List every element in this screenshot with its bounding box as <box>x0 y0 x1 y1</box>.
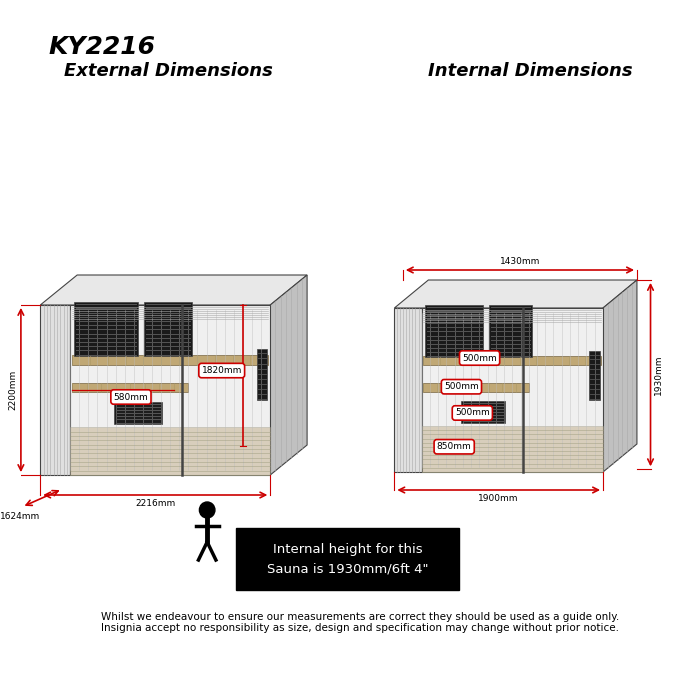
Text: 1430mm: 1430mm <box>500 257 540 266</box>
Bar <box>72 355 268 365</box>
Text: 1624mm: 1624mm <box>0 512 40 521</box>
Bar <box>114 402 162 424</box>
Bar <box>70 428 270 475</box>
Bar <box>421 426 603 472</box>
Text: 2200mm: 2200mm <box>8 370 17 410</box>
Polygon shape <box>270 275 307 475</box>
Text: Internal height for this
Sauna is 1930mm/6ft 4": Internal height for this Sauna is 1930mm… <box>267 542 428 575</box>
Bar <box>426 304 484 357</box>
Bar <box>237 528 459 590</box>
Text: 1820mm: 1820mm <box>202 366 242 375</box>
Polygon shape <box>603 280 637 472</box>
Polygon shape <box>394 280 637 308</box>
Bar <box>424 356 601 365</box>
Text: KY2216: KY2216 <box>48 35 155 59</box>
Text: Internal Dimensions: Internal Dimensions <box>428 62 633 80</box>
Text: 1900mm: 1900mm <box>478 494 519 503</box>
Text: 850mm: 850mm <box>437 442 472 452</box>
Text: 580mm: 580mm <box>113 393 148 402</box>
Bar <box>489 304 532 357</box>
Circle shape <box>199 502 215 518</box>
Text: Whilst we endeavour to ensure our measurements are correct they should be used a: Whilst we endeavour to ensure our measur… <box>102 612 620 622</box>
Bar <box>424 384 528 391</box>
Text: 1930mm: 1930mm <box>654 354 664 395</box>
Text: 500mm: 500mm <box>444 382 479 391</box>
Bar <box>394 308 421 472</box>
Bar <box>74 302 138 356</box>
Bar <box>72 383 188 392</box>
Bar <box>70 305 270 475</box>
Bar <box>144 302 192 356</box>
Bar <box>257 349 267 400</box>
Text: Insignia accept no responsibility as size, design and specification may change w: Insignia accept no responsibility as siz… <box>102 623 620 633</box>
Bar <box>421 308 603 472</box>
Bar <box>461 402 505 423</box>
Polygon shape <box>41 275 307 305</box>
Bar <box>589 351 600 400</box>
Text: 2216mm: 2216mm <box>135 499 176 508</box>
Text: 500mm: 500mm <box>455 409 490 417</box>
Bar <box>41 305 70 475</box>
Text: 500mm: 500mm <box>462 354 497 363</box>
Text: External Dimensions: External Dimensions <box>64 62 273 80</box>
